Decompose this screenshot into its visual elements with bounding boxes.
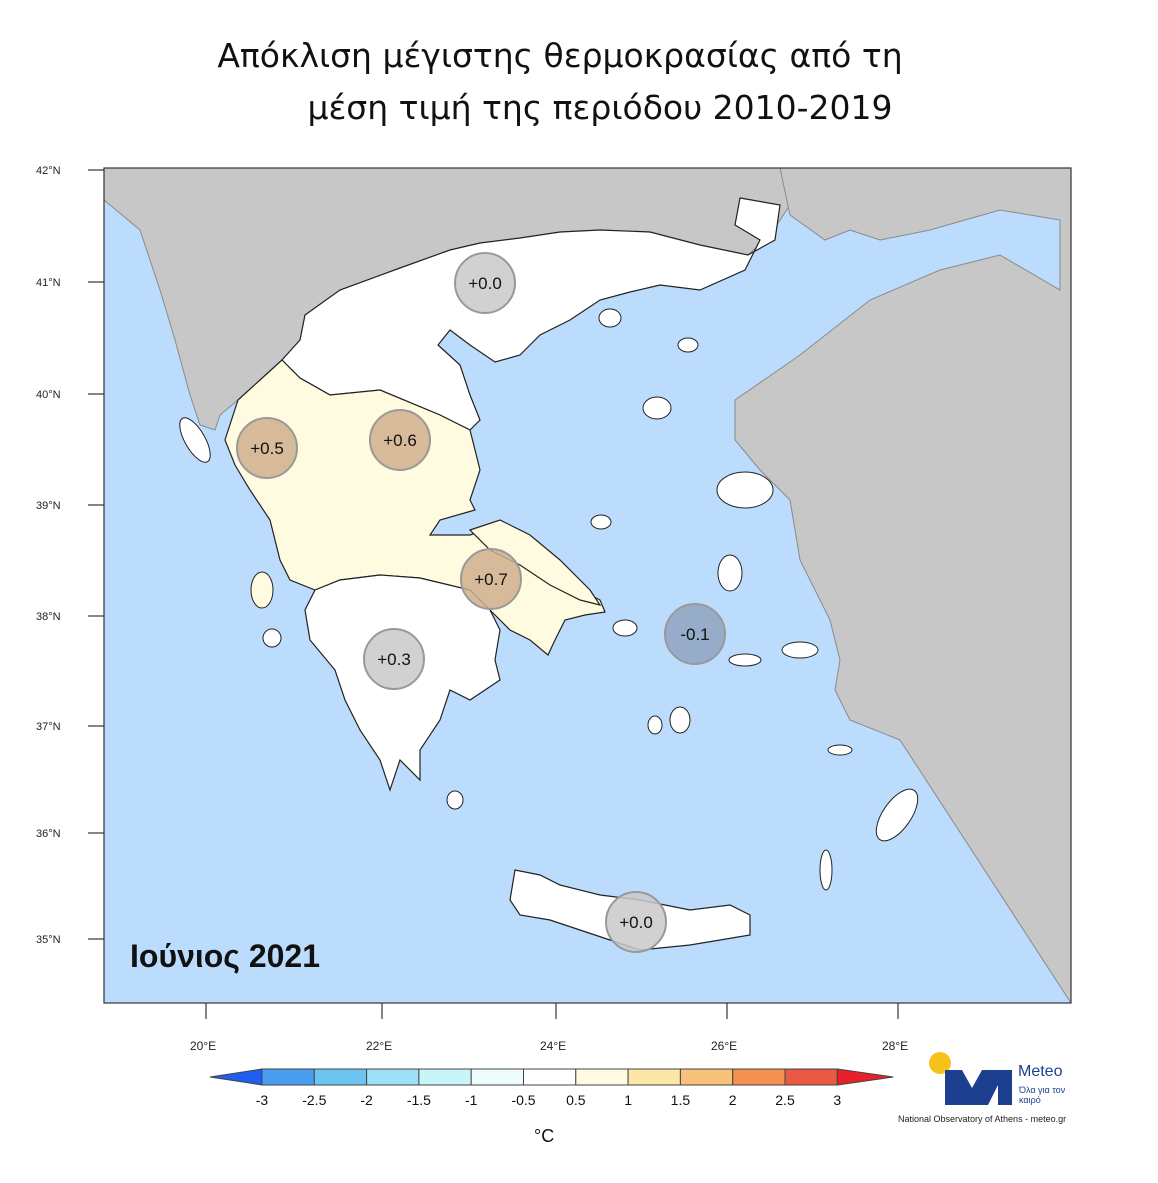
region-value-aegean: -0.1 bbox=[680, 625, 709, 644]
month-label: Ιούνιος 2021 bbox=[130, 938, 321, 974]
lon-label-24: 24°E bbox=[540, 1039, 566, 1053]
colorbar-max-arrow bbox=[836, 1068, 894, 1086]
lat-label-35: 35°N bbox=[36, 934, 61, 946]
island-kefalonia bbox=[250, 571, 274, 609]
colorbar-tick-label: 1 bbox=[624, 1092, 632, 1108]
colorbar: -3 -2.5 -2 -1.5 -1 -0.5 0.5 1 1.5 2 2.5 3 bbox=[209, 1068, 894, 1108]
region-badge-peloponnese bbox=[363, 628, 425, 690]
region-value-north: +0.0 bbox=[468, 274, 502, 293]
region-badges: +0.0 +0.5 +0.6 +0.7 +0.3 -0.1 +0.0 bbox=[236, 252, 726, 953]
island-kythira bbox=[446, 790, 464, 810]
colorbar-min-arrow bbox=[209, 1068, 263, 1086]
lon-ticks bbox=[205, 1003, 899, 1019]
logo-footer: National Observatory of Athens - meteo.g… bbox=[898, 1114, 1067, 1124]
island-samothrace bbox=[677, 337, 699, 353]
lon-label-28: 28°E bbox=[882, 1039, 908, 1053]
colorbar-tick-label: -1 bbox=[465, 1092, 478, 1108]
lat-label-41: 41°N bbox=[36, 277, 61, 289]
logo-tagline: Όλα για τον καιρό bbox=[1019, 1085, 1066, 1105]
colorbar-tick-label: -3 bbox=[256, 1092, 269, 1108]
lat-label-42: 42°N bbox=[36, 165, 61, 177]
colorbar-tick-label: -2 bbox=[360, 1092, 373, 1108]
region-badge-epirus bbox=[236, 417, 298, 479]
colorbar-segment bbox=[627, 1068, 681, 1086]
island-naxos bbox=[669, 706, 691, 734]
colorbar-tick-label: -2.5 bbox=[302, 1092, 326, 1108]
colorbar-tick-label: 0.5 bbox=[566, 1092, 586, 1108]
island-lemnos bbox=[642, 396, 672, 420]
colorbar-tick-label: -1.5 bbox=[407, 1092, 431, 1108]
colorbar-segment bbox=[366, 1068, 420, 1086]
island-zakynthos bbox=[262, 628, 282, 648]
lon-label-26: 26°E bbox=[711, 1039, 737, 1053]
lat-label-39: 39°N bbox=[36, 500, 61, 512]
island-samos bbox=[781, 641, 819, 659]
island-lesvos bbox=[716, 471, 774, 509]
colorbar-segment bbox=[470, 1068, 525, 1086]
land-turkey bbox=[734, 168, 1071, 1003]
island-karpathos bbox=[819, 849, 833, 891]
island-skyros bbox=[590, 514, 612, 530]
colorbar-segment bbox=[418, 1068, 472, 1086]
island-rhodes bbox=[875, 788, 919, 842]
island-paros bbox=[647, 715, 663, 735]
map-frame bbox=[103, 167, 1072, 1004]
colorbar-tick-label: 3 bbox=[833, 1092, 841, 1108]
region-value-peloponnese: +0.3 bbox=[377, 650, 411, 669]
region-badge-north bbox=[454, 252, 516, 314]
colorbar-segment bbox=[679, 1068, 734, 1086]
region-badge-aegean bbox=[664, 603, 726, 665]
region-badge-thessaly bbox=[369, 409, 431, 471]
meteo-logo bbox=[929, 1052, 1012, 1105]
colorbar-segment bbox=[575, 1068, 629, 1086]
lon-label-22: 22°E bbox=[366, 1039, 392, 1053]
region-value-central: +0.7 bbox=[474, 570, 508, 589]
colorbar-tick-label: 1.5 bbox=[671, 1092, 691, 1108]
colorbar-tick-label: 2.5 bbox=[775, 1092, 795, 1108]
region-badge-central bbox=[460, 548, 522, 610]
colorbar-segment bbox=[732, 1068, 786, 1086]
island-andros bbox=[612, 619, 638, 637]
lat-label-37: 37°N bbox=[36, 721, 61, 733]
island-chios bbox=[717, 554, 743, 592]
colorbar-tick-label: 2 bbox=[729, 1092, 737, 1108]
region-value-crete: +0.0 bbox=[619, 913, 653, 932]
lat-label-38: 38°N bbox=[36, 611, 61, 623]
logo-name: Meteo bbox=[1018, 1063, 1063, 1080]
lon-label-20: 20°E bbox=[190, 1039, 216, 1053]
lat-label-36: 36°N bbox=[36, 828, 61, 840]
title-line-1: Απόκλιση μέγιστης θερμοκρασίας από τη bbox=[217, 36, 903, 75]
colorbar-segment bbox=[261, 1068, 315, 1086]
logo-sun-icon bbox=[929, 1052, 951, 1074]
lat-ticks bbox=[88, 169, 104, 940]
island-ikaria bbox=[728, 653, 762, 667]
colorbar-segment bbox=[784, 1068, 838, 1086]
colorbar-tick-label: -0.5 bbox=[511, 1092, 535, 1108]
lat-label-40: 40°N bbox=[36, 389, 61, 401]
island-thasos bbox=[598, 308, 622, 328]
region-value-thessaly: +0.6 bbox=[383, 431, 417, 450]
colorbar-segment bbox=[313, 1068, 368, 1086]
region-badge-crete bbox=[605, 891, 667, 953]
logo-m-icon bbox=[945, 1070, 1012, 1105]
title-line-2: μέση τιμή της περιόδου 2010-2019 bbox=[307, 88, 893, 127]
colorbar-unit: °C bbox=[534, 1126, 555, 1146]
region-value-epirus: +0.5 bbox=[250, 439, 284, 458]
island-corfu bbox=[179, 417, 211, 463]
island-kos bbox=[827, 744, 853, 756]
colorbar-segment bbox=[523, 1068, 577, 1086]
